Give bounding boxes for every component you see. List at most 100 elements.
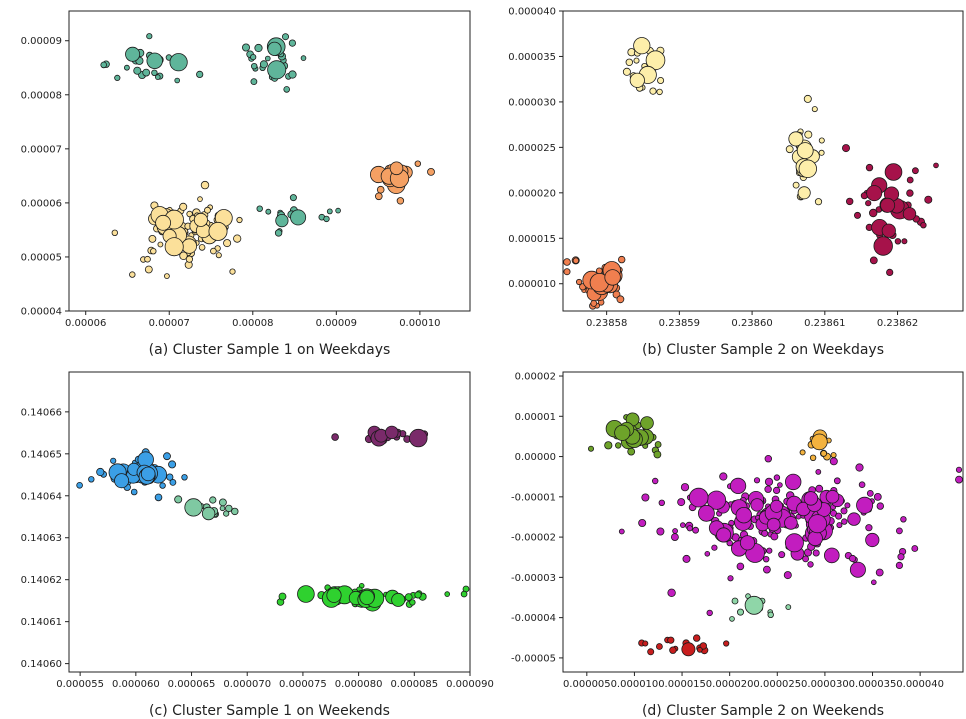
scatter-point bbox=[250, 78, 258, 85]
scatter-point bbox=[125, 46, 141, 62]
scatter-point bbox=[231, 507, 239, 516]
scatter-point bbox=[698, 504, 715, 522]
chart-panel-3: 0.000055 0.000060 0.000065 0.000070 0.000075… bbox=[21, 371, 494, 719]
scatter-point bbox=[671, 533, 679, 541]
x-tick-label: 0.23860 bbox=[731, 318, 772, 329]
scatter-point bbox=[807, 530, 823, 547]
scatter-point bbox=[764, 455, 772, 463]
scatter-point bbox=[920, 221, 927, 229]
scatter-point bbox=[563, 258, 571, 266]
scatter-point bbox=[858, 481, 866, 489]
scatter-point bbox=[693, 634, 701, 642]
y-tick-label: 0.000030 bbox=[508, 97, 556, 108]
chart-panel-1: 0.00006 0.00007 0.00008 0.00009 0.00010 0.000… bbox=[21, 10, 471, 358]
scatter-point bbox=[150, 247, 157, 255]
scatter-point bbox=[129, 271, 136, 278]
scatter-point bbox=[641, 493, 650, 502]
panel-caption: (d) Cluster Sample 2 on Weekends bbox=[642, 703, 884, 719]
scatter-point bbox=[681, 642, 696, 657]
scatter-point bbox=[616, 295, 625, 304]
scatter-point bbox=[335, 207, 341, 214]
scatter-point bbox=[267, 60, 287, 80]
scatter-point bbox=[124, 64, 130, 71]
y-tick-label: 0.00004 bbox=[21, 307, 62, 318]
scatter-point bbox=[811, 106, 818, 113]
scatter-point bbox=[326, 587, 342, 603]
scatter-point bbox=[835, 512, 843, 520]
scatter-point bbox=[869, 208, 878, 218]
scatter-point bbox=[795, 513, 802, 520]
scatter-point bbox=[618, 528, 625, 535]
scatter-point bbox=[875, 568, 884, 577]
x-tick-label: 0.00006 bbox=[65, 318, 106, 329]
scatter-point bbox=[784, 533, 804, 553]
scatter-point bbox=[168, 460, 177, 469]
panel-caption: (c) Cluster Sample 1 on Weekends bbox=[149, 703, 390, 719]
scatter-point bbox=[906, 176, 914, 184]
scatter-point bbox=[912, 167, 919, 175]
scatter-point bbox=[647, 648, 655, 656]
scatter-point bbox=[629, 72, 645, 88]
scatter-point bbox=[901, 238, 908, 245]
scatter-point bbox=[799, 449, 806, 456]
scatter-point bbox=[797, 186, 811, 200]
scatter-point bbox=[807, 561, 814, 568]
scatter-point bbox=[184, 498, 203, 517]
scatter-point bbox=[881, 223, 896, 238]
scatter-point bbox=[201, 506, 216, 521]
scatter-point bbox=[873, 492, 882, 501]
scatter-point bbox=[110, 457, 117, 464]
x-tick-label: 0.000035 bbox=[849, 679, 897, 690]
x-tick-label: 0.000055 bbox=[56, 679, 104, 690]
scatter-point bbox=[802, 555, 809, 563]
scatter-point bbox=[204, 206, 211, 214]
y-tick-label: -0.00001 bbox=[511, 492, 556, 503]
scatter-point bbox=[811, 433, 828, 451]
scatter-point bbox=[772, 486, 781, 494]
x-tick-label: 0.000040 bbox=[896, 679, 944, 690]
scatter-point bbox=[876, 502, 884, 510]
y-tick-label: 0.00005 bbox=[21, 252, 62, 263]
scatter-point bbox=[391, 592, 406, 607]
scatter-point bbox=[259, 60, 268, 69]
scatter-point bbox=[658, 499, 665, 506]
scatter-point bbox=[140, 466, 156, 482]
scatter-point bbox=[846, 197, 854, 206]
scatter-point bbox=[604, 441, 613, 450]
scatter-point bbox=[155, 74, 161, 80]
y-tick-label: 0.00009 bbox=[21, 36, 62, 47]
scatter-point bbox=[288, 70, 297, 79]
scatter-point bbox=[144, 255, 151, 263]
scatter-point bbox=[654, 441, 662, 448]
scatter-point bbox=[778, 551, 786, 559]
scatter-point bbox=[750, 498, 764, 512]
scatter-point bbox=[865, 200, 872, 207]
scatter-point bbox=[682, 554, 691, 563]
scatter-point bbox=[404, 593, 413, 601]
scatter-point bbox=[148, 234, 157, 243]
scatter-point bbox=[842, 144, 851, 153]
scatter-point bbox=[154, 493, 163, 502]
scatter-point bbox=[640, 416, 654, 430]
scatter-point bbox=[866, 489, 874, 497]
scatter-point bbox=[193, 212, 208, 227]
scatter-point bbox=[849, 561, 866, 578]
y-tick-label: 0.000010 bbox=[508, 279, 556, 290]
scatter-point bbox=[667, 588, 676, 597]
scatter-point bbox=[114, 74, 121, 82]
scatter-point bbox=[645, 50, 666, 71]
scatter-point bbox=[900, 516, 907, 523]
scatter-point bbox=[739, 535, 756, 551]
scatter-point bbox=[146, 33, 153, 40]
scatter-point bbox=[142, 68, 151, 77]
scatter-point bbox=[866, 185, 883, 202]
scatter-point bbox=[151, 69, 158, 76]
scatter-point bbox=[572, 257, 580, 264]
points-2 bbox=[563, 37, 939, 310]
scatter-point bbox=[680, 483, 690, 492]
scatter-point bbox=[656, 643, 663, 650]
scatter-point bbox=[820, 450, 827, 457]
scatter-point bbox=[692, 526, 699, 534]
y-tick-label: 0.00006 bbox=[21, 198, 62, 209]
scatter-point bbox=[906, 189, 914, 197]
